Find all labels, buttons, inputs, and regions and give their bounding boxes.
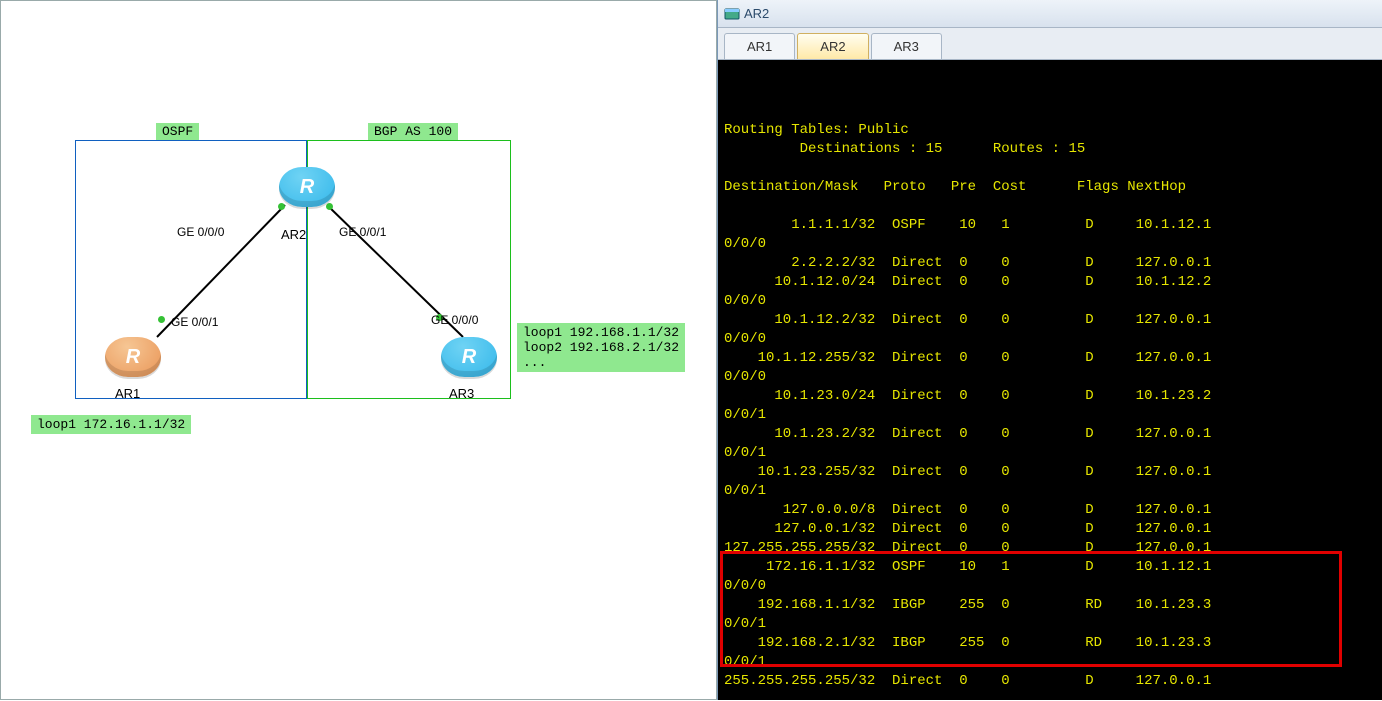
tab-ar1[interactable]: AR1: [724, 33, 795, 59]
tab-ar2[interactable]: AR2: [797, 33, 868, 59]
router-ar2[interactable]: R: [279, 167, 335, 207]
region-label-bgp: BGP AS 100: [368, 123, 458, 140]
interface-label: GE 0/0/1: [339, 225, 386, 239]
terminal-output[interactable]: Routing Tables: Public Destinations : 15…: [718, 60, 1382, 700]
window-icon: [724, 6, 740, 22]
terminal-text: Routing Tables: Public Destinations : 15…: [724, 121, 1376, 691]
router-label-ar3: AR3: [449, 386, 474, 401]
region-label-ospf: OSPF: [156, 123, 199, 140]
link-endpoint-dot: [158, 316, 165, 323]
terminal-window: AR2 AR1AR2AR3 Routing Tables: Public Des…: [717, 0, 1382, 700]
link-endpoint-dot: [326, 203, 333, 210]
note-ar3-loopbacks: loop1 192.168.1.1/32 loop2 192.168.2.1/3…: [517, 323, 685, 372]
link-endpoint-dot: [278, 203, 285, 210]
window-title: AR2: [744, 6, 769, 21]
interface-label: GE 0/0/0: [177, 225, 224, 239]
tab-bar: AR1AR2AR3: [718, 28, 1382, 60]
router-ar3[interactable]: R: [441, 337, 497, 377]
interface-label: GE 0/0/1: [171, 315, 218, 329]
window-title-bar[interactable]: AR2: [718, 0, 1382, 28]
router-ar1[interactable]: R: [105, 337, 161, 377]
tab-ar3[interactable]: AR3: [871, 33, 942, 59]
note-ar1-loopback: loop1 172.16.1.1/32: [31, 415, 191, 434]
router-label-ar2: AR2: [281, 227, 306, 242]
router-label-ar1: AR1: [115, 386, 140, 401]
topology-diagram: OSPF BGP AS 100 R R R AR2 AR1 AR3 loop1 …: [0, 0, 717, 700]
interface-label: GE 0/0/0: [431, 313, 478, 327]
